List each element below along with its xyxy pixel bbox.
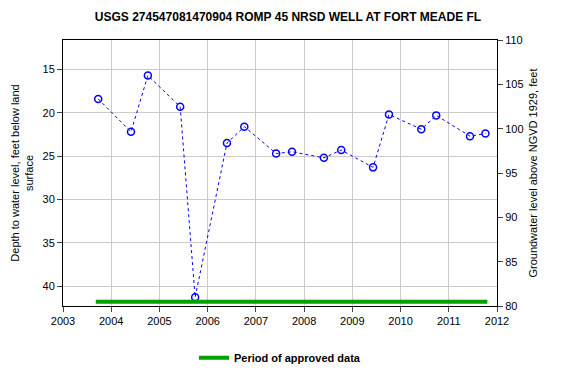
svg-text:2006: 2006 [195,315,219,327]
svg-text:2007: 2007 [244,315,268,327]
svg-text:2005: 2005 [147,315,171,327]
svg-text:2009: 2009 [340,315,364,327]
svg-text:2004: 2004 [99,315,123,327]
svg-text:85: 85 [505,256,517,268]
svg-text:25: 25 [43,150,55,162]
svg-text:20: 20 [43,107,55,119]
svg-text:105: 105 [505,78,523,90]
svg-text:2012: 2012 [485,315,509,327]
svg-text:15: 15 [43,63,55,75]
svg-text:2008: 2008 [292,315,316,327]
svg-text:40: 40 [43,280,55,292]
svg-text:Groundwater level above NGVD 1: Groundwater level above NGVD 1929, feet [527,68,539,277]
svg-text:100: 100 [505,123,523,135]
svg-text:2003: 2003 [51,315,75,327]
svg-text:30: 30 [43,193,55,205]
svg-text:2011: 2011 [437,315,461,327]
svg-text:USGS 274547081470904 ROMP 45 N: USGS 274547081470904 ROMP 45 NRSD WELL A… [95,10,481,24]
svg-text:80: 80 [505,300,517,312]
svg-text:Depth to water level, feet bel: Depth to water level, feet below landsur… [9,84,35,261]
svg-text:35: 35 [43,237,55,249]
svg-text:Period of approved data: Period of approved data [234,352,361,364]
svg-text:90: 90 [505,211,517,223]
svg-text:95: 95 [505,167,517,179]
svg-text:110: 110 [505,34,523,46]
svg-text:2010: 2010 [388,315,412,327]
